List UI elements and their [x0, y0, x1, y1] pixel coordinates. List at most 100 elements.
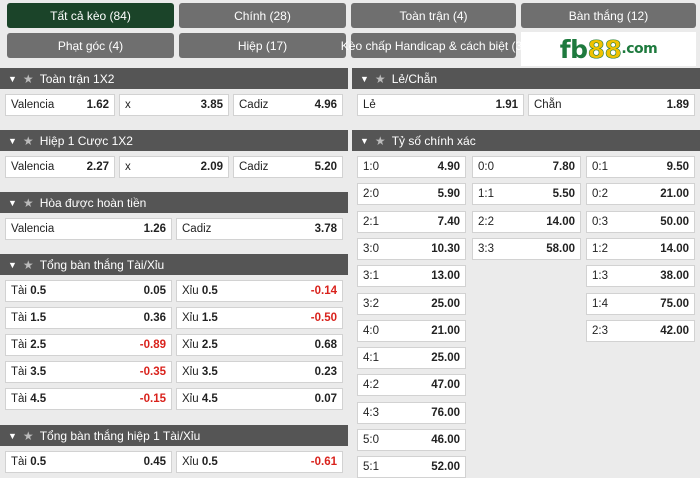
odds-cell-away[interactable]: Cadiz 5.20: [233, 156, 343, 178]
correct-score-cell[interactable]: 0:0 7.80: [472, 156, 581, 178]
section-header-full-time-1x2[interactable]: ▼ ★ Toàn trận 1X2: [0, 68, 348, 89]
star-icon[interactable]: ★: [374, 71, 386, 86]
odds-side: Tài: [11, 339, 27, 351]
odds-side: Xỉu: [182, 456, 199, 468]
odds-label: 5:1: [363, 461, 379, 474]
section-header-draw-no-bet[interactable]: ▼ ★ Hòa được hoàn tiền: [0, 192, 348, 213]
odds-value: 47.00: [431, 379, 460, 392]
under-odds-cell[interactable]: Xỉu 3.5 0.23: [176, 361, 343, 383]
odds-line: 0.5: [30, 285, 47, 297]
under-odds-cell[interactable]: Xỉu 4.5 0.07: [176, 388, 343, 410]
correct-score-cell[interactable]: 2:3 42.00: [586, 319, 695, 342]
star-icon[interactable]: ★: [22, 257, 34, 272]
section-title: Tổng bàn thắng hiệp 1 Tài/Xỉu: [39, 428, 201, 443]
over-odds-cell[interactable]: Tài 4.5 -0.15: [5, 388, 172, 410]
under-odds-cell[interactable]: Xỉu 0.5 -0.61: [176, 451, 343, 473]
odds-side: Xỉu: [182, 366, 199, 378]
correct-score-cell[interactable]: 5:0 46.00: [357, 429, 466, 451]
odds-label: 4:2: [363, 379, 379, 392]
odds-value: 0.68: [314, 339, 337, 351]
caret-down-icon: ▼: [8, 73, 17, 84]
section-header-first-half-1x2[interactable]: ▼ ★ Hiệp 1 Cược 1X2: [0, 130, 348, 151]
odds-value: 4.96: [314, 99, 337, 111]
odds-label: Cadiz: [182, 223, 212, 235]
odds-label: 1:2: [592, 242, 608, 255]
odds-cell-home[interactable]: Valencia 1.26: [5, 218, 172, 240]
odds-label: 0:0: [478, 161, 494, 173]
section-header-first-half-over-under[interactable]: ▼ ★ Tổng bàn thắng hiệp 1 Tài/Xỉu: [0, 425, 348, 446]
caret-down-icon: ▼: [8, 430, 17, 441]
correct-score-cell[interactable]: 2:2 14.00: [472, 210, 581, 233]
odds-label: 3:3: [478, 242, 494, 255]
star-icon[interactable]: ★: [22, 428, 34, 443]
odds-value: 0.36: [143, 312, 166, 324]
correct-score-cell[interactable]: 3:3 58.00: [472, 237, 581, 260]
tab-full-match[interactable]: Toàn trận (4): [351, 3, 516, 28]
correct-score-cell[interactable]: 3:0 10.30: [357, 237, 466, 260]
under-odds-cell[interactable]: Xỉu 1.5 -0.50: [176, 307, 343, 329]
tab-goals[interactable]: Bàn thắng (12): [521, 3, 696, 28]
under-odds-cell[interactable]: Xỉu 0.5 -0.14: [176, 280, 343, 302]
correct-score-cell[interactable]: 0:2 21.00: [586, 183, 695, 206]
over-odds-cell[interactable]: Tài 0.5 0.45: [5, 451, 172, 473]
correct-score-cell[interactable]: 1:4 75.00: [586, 292, 695, 315]
odds-cell-away[interactable]: Cadiz 3.78: [176, 218, 343, 240]
odds-label: 3:0: [363, 242, 379, 255]
correct-score-cell[interactable]: 1:1 5.50: [472, 183, 581, 206]
correct-score-cell[interactable]: 4:0 21.00: [357, 319, 466, 342]
odds-cell-draw[interactable]: x 2.09: [119, 156, 229, 178]
correct-score-cell[interactable]: 0:1 9.50: [586, 156, 695, 178]
odds-label: Valencia: [11, 223, 55, 235]
odds-value: 0.07: [314, 393, 337, 405]
correct-score-cell[interactable]: 4:3 76.00: [357, 401, 466, 424]
over-odds-cell[interactable]: Tài 0.5 0.05: [5, 280, 172, 302]
odds-value: 3.78: [314, 223, 337, 235]
odds-value: 2.27: [86, 161, 109, 173]
tab-corners[interactable]: Phạt góc (4): [7, 33, 174, 58]
odds-label: 0:2: [592, 188, 608, 201]
correct-score-cell[interactable]: 4:1 25.00: [357, 347, 466, 370]
star-icon[interactable]: ★: [22, 133, 34, 148]
odds-label: 0:1: [592, 161, 608, 173]
odds-side: Tài: [11, 285, 27, 297]
odds-value: 7.80: [552, 161, 575, 173]
odds-cell-even[interactable]: Chẵn 1.89: [528, 94, 695, 116]
correct-score-cell[interactable]: 1:0 4.90: [357, 156, 466, 178]
odds-cell-home[interactable]: Valencia 1.62: [5, 94, 115, 116]
odds-cell-odd[interactable]: Lẻ 1.91: [357, 94, 524, 116]
under-odds-cell[interactable]: Xỉu 2.5 0.68: [176, 334, 343, 356]
odds-label: Xỉu 4.5: [182, 393, 218, 405]
over-odds-cell[interactable]: Tài 2.5 -0.89: [5, 334, 172, 356]
odds-label: 2:0: [363, 188, 379, 201]
odds-cell-draw[interactable]: x 3.85: [119, 94, 229, 116]
odds-cell-home[interactable]: Valencia 2.27: [5, 156, 115, 178]
section-header-correct-score[interactable]: ▼ ★ Tỷ số chính xác: [352, 130, 700, 151]
correct-score-cell[interactable]: 4:2 47.00: [357, 374, 466, 397]
odds-cell-away[interactable]: Cadiz 4.96: [233, 94, 343, 116]
correct-score-cell[interactable]: 1:3 38.00: [586, 265, 695, 288]
section-header-odd-even[interactable]: ▼ ★ Lẻ/Chẵn: [352, 68, 700, 89]
correct-score-cell[interactable]: 3:2 25.00: [357, 292, 466, 315]
correct-score-cell[interactable]: 2:0 5.90: [357, 183, 466, 206]
odds-label: Xỉu 2.5: [182, 339, 218, 351]
over-odds-cell[interactable]: Tài 3.5 -0.35: [5, 361, 172, 383]
correct-score-cell[interactable]: 1:2 14.00: [586, 237, 695, 260]
section-header-over-under[interactable]: ▼ ★ Tổng bàn thắng Tài/Xỉu: [0, 254, 348, 275]
caret-down-icon: ▼: [360, 73, 369, 84]
odds-value: 38.00: [660, 270, 689, 283]
tab-handicap[interactable]: Kèo chấp Handicap & cách biệt (3): [341, 33, 526, 58]
star-icon[interactable]: ★: [22, 71, 34, 86]
star-icon[interactable]: ★: [374, 133, 386, 148]
correct-score-cell[interactable]: 5:1 52.00: [357, 456, 466, 478]
tab-main[interactable]: Chính (28): [179, 3, 346, 28]
correct-score-cell[interactable]: 0:3 50.00: [586, 210, 695, 233]
odds-label: Tài 0.5: [11, 285, 46, 297]
correct-score-cell[interactable]: 2:1 7.40: [357, 210, 466, 233]
section-title: Hòa được hoàn tiền: [39, 195, 147, 210]
star-icon[interactable]: ★: [22, 195, 34, 210]
tab-half[interactable]: Hiệp (17): [179, 33, 346, 58]
over-odds-cell[interactable]: Tài 1.5 0.36: [5, 307, 172, 329]
odds-line: 1.5: [201, 312, 218, 324]
correct-score-cell[interactable]: 3:1 13.00: [357, 265, 466, 288]
tab-all[interactable]: Tất cả kèo (84): [7, 3, 174, 28]
